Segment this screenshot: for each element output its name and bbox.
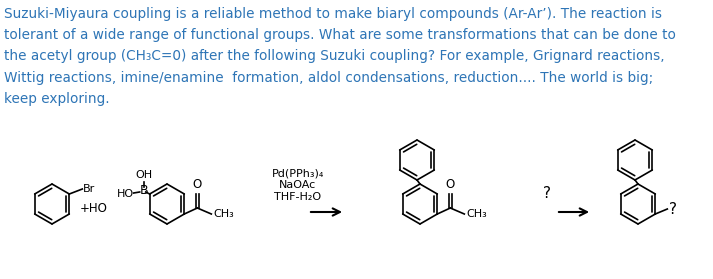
- Text: +HO: +HO: [80, 203, 108, 215]
- Text: O: O: [193, 178, 202, 191]
- Text: keep exploring.: keep exploring.: [4, 92, 109, 106]
- Text: HO: HO: [116, 189, 133, 199]
- Text: CH₃: CH₃: [213, 209, 234, 219]
- Text: NaOAc: NaOAc: [279, 180, 317, 190]
- Text: Wittig reactions, imine/enamine  formation, aldol condensations, reduction.... T: Wittig reactions, imine/enamine formatio…: [4, 71, 653, 85]
- Text: O: O: [446, 178, 455, 191]
- Text: Suzuki-Miyaura coupling is a reliable method to make biaryl compounds (Ar-Ar’). : Suzuki-Miyaura coupling is a reliable me…: [4, 7, 662, 21]
- Text: OH: OH: [135, 170, 153, 180]
- Text: the acetyl group (CH₃C=0) after the following Suzuki coupling? For example, Grig: the acetyl group (CH₃C=0) after the foll…: [4, 49, 665, 63]
- Text: tolerant of a wide range of functional groups. What are some transformations tha: tolerant of a wide range of functional g…: [4, 28, 675, 42]
- Text: Br: Br: [83, 184, 96, 194]
- Text: ?: ?: [670, 201, 677, 217]
- Text: Pd(PPh₃)₄: Pd(PPh₃)₄: [272, 168, 324, 178]
- Text: ?: ?: [543, 186, 551, 201]
- Text: B: B: [139, 184, 148, 198]
- Text: THF-H₂O: THF-H₂O: [275, 192, 322, 202]
- Text: CH₃: CH₃: [466, 209, 487, 219]
